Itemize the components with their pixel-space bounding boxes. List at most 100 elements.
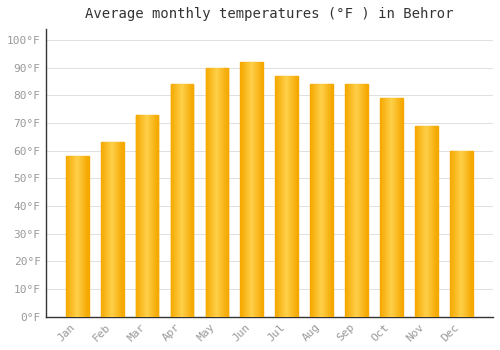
Bar <box>352 84 353 317</box>
Bar <box>206 68 207 317</box>
Bar <box>330 84 332 317</box>
Bar <box>190 84 191 317</box>
Bar <box>382 98 383 317</box>
Bar <box>450 151 452 317</box>
Bar <box>329 84 330 317</box>
Bar <box>212 68 213 317</box>
Bar <box>396 98 397 317</box>
Bar <box>350 84 352 317</box>
Bar <box>316 84 317 317</box>
Bar <box>432 126 434 317</box>
Bar <box>276 76 298 317</box>
Bar <box>110 142 112 317</box>
Bar <box>176 84 178 317</box>
Bar <box>223 68 224 317</box>
Bar <box>179 84 180 317</box>
Bar <box>398 98 399 317</box>
Bar <box>191 84 192 317</box>
Bar <box>142 115 144 317</box>
Bar <box>450 151 451 317</box>
Bar <box>459 151 460 317</box>
Bar <box>415 126 416 317</box>
Bar <box>380 98 381 317</box>
Bar <box>456 151 457 317</box>
Bar <box>321 84 322 317</box>
Bar <box>381 98 382 317</box>
Bar <box>293 76 294 317</box>
Bar <box>415 126 438 317</box>
Bar <box>393 98 394 317</box>
Bar <box>361 84 362 317</box>
Bar <box>288 76 289 317</box>
Bar <box>112 142 113 317</box>
Bar <box>354 84 355 317</box>
Bar <box>172 84 173 317</box>
Bar <box>416 126 418 317</box>
Bar <box>219 68 220 317</box>
Bar <box>66 156 68 317</box>
Bar <box>80 156 81 317</box>
Bar <box>144 115 145 317</box>
Bar <box>216 68 217 317</box>
Bar <box>427 126 428 317</box>
Bar <box>387 98 388 317</box>
Bar <box>323 84 324 317</box>
Bar <box>74 156 75 317</box>
Bar <box>178 84 179 317</box>
Bar <box>318 84 320 317</box>
Bar <box>69 156 70 317</box>
Bar <box>433 126 434 317</box>
Bar <box>220 68 222 317</box>
Bar <box>284 76 286 317</box>
Bar <box>290 76 292 317</box>
Bar <box>470 151 471 317</box>
Bar <box>286 76 288 317</box>
Bar <box>103 142 104 317</box>
Bar <box>189 84 190 317</box>
Bar <box>289 76 290 317</box>
Bar <box>224 68 226 317</box>
Bar <box>460 151 462 317</box>
Bar <box>400 98 402 317</box>
Bar <box>365 84 366 317</box>
Bar <box>358 84 359 317</box>
Bar <box>424 126 425 317</box>
Bar <box>218 68 219 317</box>
Bar <box>146 115 147 317</box>
Bar <box>152 115 153 317</box>
Bar <box>249 62 250 317</box>
Bar <box>76 156 78 317</box>
Bar <box>70 156 71 317</box>
Bar <box>310 84 311 317</box>
Bar <box>136 115 158 317</box>
Bar <box>466 151 468 317</box>
Bar <box>102 142 103 317</box>
Bar <box>286 76 287 317</box>
Bar <box>148 115 150 317</box>
Bar <box>366 84 367 317</box>
Bar <box>437 126 438 317</box>
Bar <box>353 84 354 317</box>
Bar <box>292 76 293 317</box>
Bar <box>380 98 403 317</box>
Bar <box>457 151 458 317</box>
Bar <box>367 84 368 317</box>
Bar <box>87 156 88 317</box>
Bar <box>139 115 140 317</box>
Bar <box>322 84 323 317</box>
Bar <box>260 62 261 317</box>
Bar <box>349 84 350 317</box>
Bar <box>156 115 157 317</box>
Bar <box>115 142 116 317</box>
Bar <box>317 84 318 317</box>
Bar <box>120 142 122 317</box>
Bar <box>394 98 396 317</box>
Bar <box>422 126 424 317</box>
Bar <box>346 84 348 317</box>
Bar <box>327 84 328 317</box>
Bar <box>471 151 472 317</box>
Bar <box>255 62 256 317</box>
Bar <box>241 62 242 317</box>
Bar <box>153 115 154 317</box>
Bar <box>314 84 315 317</box>
